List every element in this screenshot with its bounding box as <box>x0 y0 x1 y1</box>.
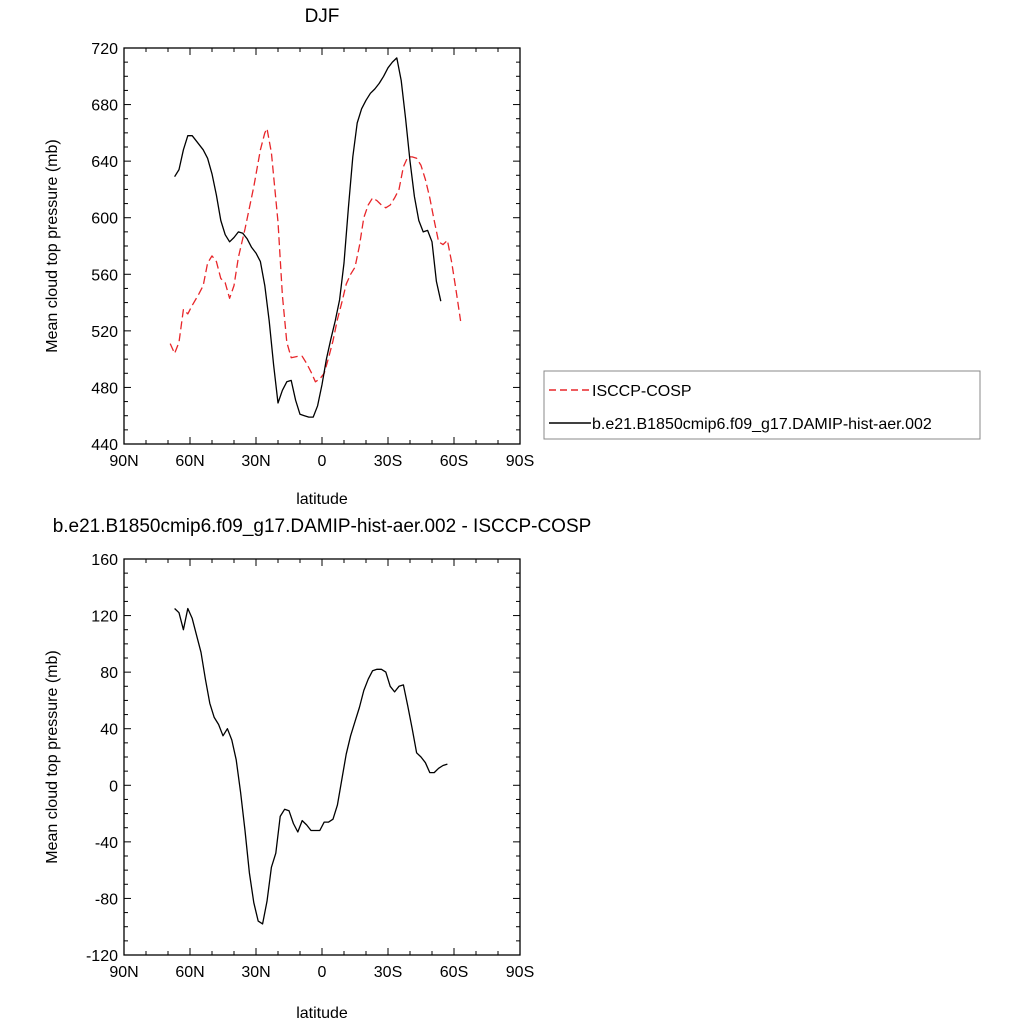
legend-label-isccp: ISCCP-COSP <box>592 383 692 400</box>
x-tick-label: 90N <box>109 964 138 981</box>
x-tick-label: 60S <box>440 453 468 470</box>
panel-title-difference: b.e21.B1850cmip6.f09_g17.DAMIP-hist-aer.… <box>53 516 592 537</box>
y-tick-label: 640 <box>91 154 118 171</box>
y-tick-label: 40 <box>100 722 118 739</box>
series-line-model <box>174 57 442 418</box>
panel-title-djf: DJF <box>305 6 340 27</box>
y-tick-label: 160 <box>91 552 118 569</box>
x-axis-label: latitude <box>296 1005 348 1022</box>
x-tick-label: 30N <box>241 964 270 981</box>
x-tick-label: 0 <box>318 453 327 470</box>
legend-box <box>543 370 981 440</box>
legend-label-model: b.e21.B1850cmip6.f09_g17.DAMIP-hist-aer.… <box>592 416 932 433</box>
y-tick-label: -120 <box>86 948 118 965</box>
y-tick-label: -80 <box>95 891 118 908</box>
y-tick-label: 560 <box>91 267 118 284</box>
x-tick-label: 30N <box>241 453 270 470</box>
series-line-isccp <box>169 127 462 383</box>
y-tick-label: 520 <box>91 324 118 341</box>
x-tick-label: 30S <box>374 453 402 470</box>
x-tick-label: 60N <box>175 964 204 981</box>
cloud-top-pressure-panel: DJF 90N 60N 30N 0 30S 60S 90S 440 480 520 560 600 64… <box>44 6 534 508</box>
y-tick-label: 720 <box>91 41 118 58</box>
y-tick-label: 440 <box>91 437 118 454</box>
difference-panel: b.e21.B1850cmip6.f09_g17.DAMIP-hist-aer.… <box>44 516 591 1022</box>
y-tick-label: 600 <box>91 211 118 228</box>
y-tick-label: 80 <box>100 665 118 682</box>
y-tick-label: 680 <box>91 98 118 115</box>
x-tick-label: 90S <box>506 453 534 470</box>
x-axis-label: latitude <box>296 491 348 508</box>
y-axis-label: Mean cloud top pressure (mb) <box>44 650 61 863</box>
plot-frame <box>123 558 521 956</box>
x-tick-label: 60S <box>440 964 468 981</box>
x-tick-label: 0 <box>318 964 327 981</box>
difference-series-line <box>174 607 448 925</box>
legend: ISCCP-COSP b.e21.B1850cmip6.f09_g17.DAMI… <box>543 370 981 440</box>
y-tick-label: -40 <box>95 835 118 852</box>
x-tick-label: 90S <box>506 964 534 981</box>
x-tick-label: 30S <box>374 964 402 981</box>
y-tick-label: 120 <box>91 609 118 626</box>
y-axis-label: Mean cloud top pressure (mb) <box>44 139 61 352</box>
plot-frame <box>123 47 521 445</box>
x-tick-label: 90N <box>109 453 138 470</box>
y-tick-label: 0 <box>109 778 118 795</box>
y-tick-label: 480 <box>91 380 118 397</box>
x-tick-label: 60N <box>175 453 204 470</box>
